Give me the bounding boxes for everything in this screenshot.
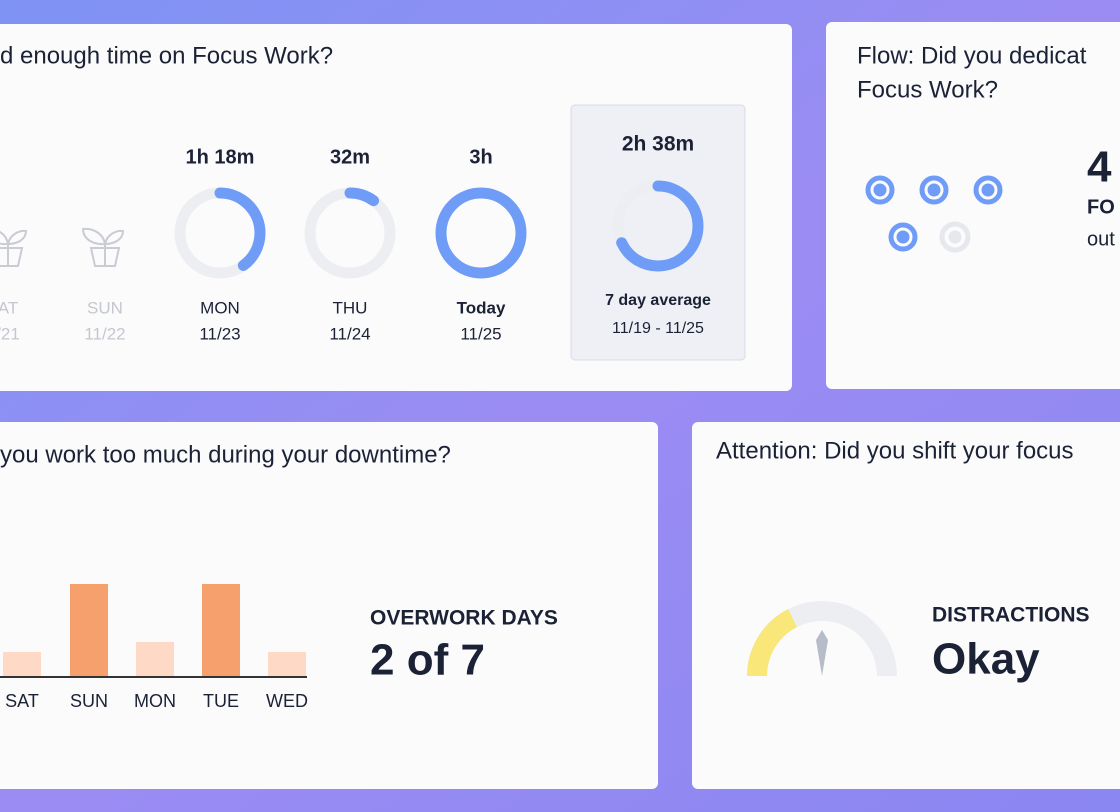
day: Today	[457, 298, 506, 317]
bar	[3, 652, 41, 676]
date: 11/23	[199, 324, 240, 343]
card	[692, 422, 1120, 789]
bar	[268, 652, 306, 676]
avg-range: 11/19 - 11/25	[612, 320, 704, 337]
day: AT	[0, 298, 18, 317]
result: 2 of 7	[370, 636, 485, 685]
bar	[202, 584, 240, 676]
gauge-level	[747, 609, 798, 677]
sub: out	[1087, 228, 1115, 250]
bar-label: WED	[266, 691, 308, 711]
day: MON	[200, 298, 240, 317]
card	[826, 22, 1120, 389]
count: 4	[1087, 143, 1112, 192]
day: THU	[333, 298, 368, 317]
label: FO	[1087, 196, 1115, 218]
needle	[816, 630, 828, 676]
card-title: d enough time on Focus Work?	[0, 42, 333, 69]
card-title: Flow: Did you dedicat	[857, 42, 1087, 69]
ring-progress	[304, 187, 396, 279]
ring-progress	[435, 187, 527, 279]
card-title: you work too much during your downtime?	[0, 441, 451, 468]
ring-progress	[612, 180, 704, 272]
date: 11/22	[84, 324, 125, 343]
average-box	[570, 104, 746, 361]
day: SUN	[87, 298, 123, 317]
bar	[136, 642, 174, 676]
ring-progress	[174, 187, 266, 279]
time: 32m	[330, 146, 370, 168]
plant-icon	[81, 227, 125, 267]
plant-icon	[0, 229, 28, 267]
card	[0, 422, 658, 789]
date: 11/25	[460, 324, 501, 343]
avg-time: 2h 38m	[622, 133, 694, 156]
label: DISTRACTIONS	[932, 604, 1090, 627]
time: 3h	[469, 146, 492, 168]
bar-label: MON	[134, 691, 176, 711]
bar-label: SAT	[5, 691, 39, 711]
avg-label: 7 day average	[605, 292, 711, 309]
bar-label: TUE	[203, 691, 239, 711]
bar	[70, 584, 108, 676]
date: /21	[0, 324, 20, 343]
label: OVERWORK DAYS	[370, 607, 558, 630]
targets	[865, 175, 1003, 253]
bar-label: SUN	[70, 691, 108, 711]
time: 1h 18m	[186, 146, 255, 168]
date: 11/24	[329, 324, 370, 343]
card-title: Focus Work?	[857, 76, 998, 103]
card-title: Attention: Did you shift your focus	[716, 437, 1074, 464]
result: Okay	[932, 635, 1040, 684]
